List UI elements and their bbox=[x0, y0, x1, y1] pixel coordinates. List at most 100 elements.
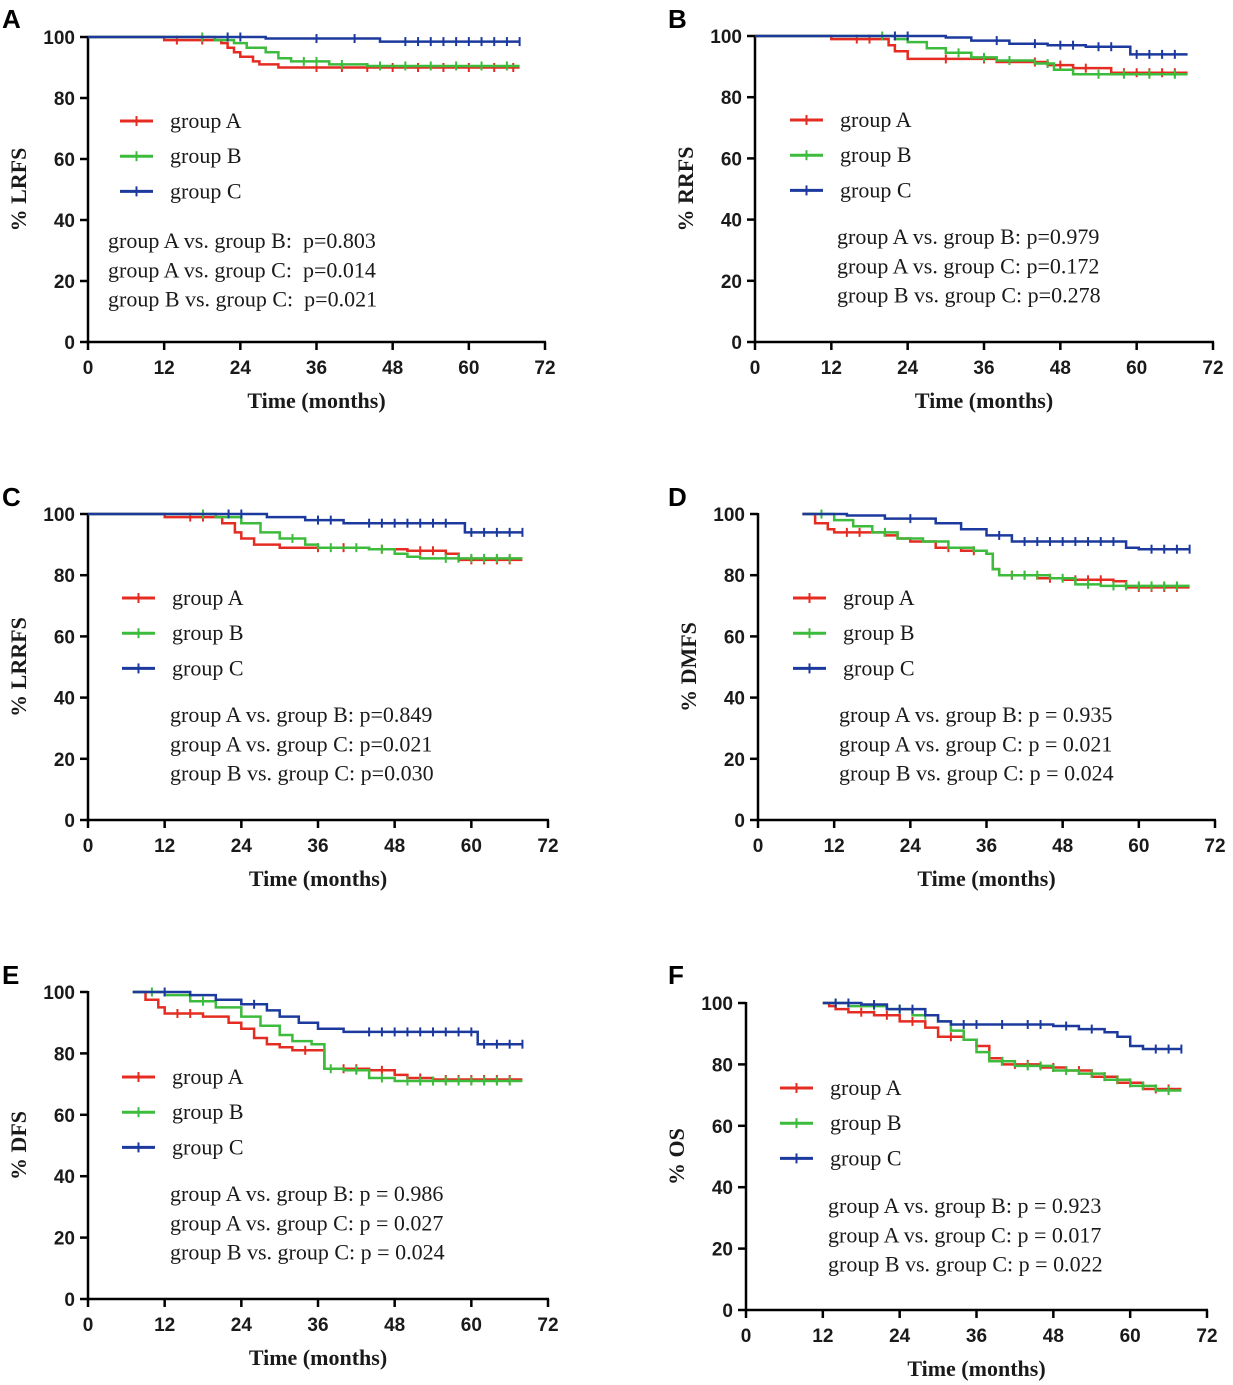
x-axis-title: Time (months) bbox=[907, 1356, 1045, 1381]
legend-item-group-a: group A bbox=[122, 585, 244, 610]
x-tick-label: 24 bbox=[889, 1326, 911, 1347]
y-tick-label: 80 bbox=[54, 89, 75, 110]
x-tick-label: 72 bbox=[534, 358, 555, 379]
legend-item-group-b: group B bbox=[780, 1110, 902, 1135]
x-tick-label: 60 bbox=[1120, 1326, 1141, 1347]
x-tick-label: 60 bbox=[461, 1315, 482, 1336]
legend-label: group A bbox=[843, 585, 915, 610]
p-value-text: group A vs. group B: p=0.849 bbox=[170, 702, 432, 727]
legend: group A group B group C bbox=[780, 1075, 902, 1170]
x-tick-label: 12 bbox=[154, 1315, 175, 1336]
legend: group A group B group C bbox=[122, 585, 244, 680]
x-tick-label: 12 bbox=[812, 1326, 833, 1347]
y-tick-label: 0 bbox=[734, 811, 745, 832]
x-tick-label: 48 bbox=[384, 836, 405, 857]
p-value-text: group B vs. group C: p = 0.024 bbox=[170, 1240, 445, 1265]
y-tick-label: 100 bbox=[701, 994, 733, 1015]
legend: group A group B group C bbox=[790, 107, 912, 202]
p-value-annotations: group A vs. group B: p = 0.986 group A vs… bbox=[170, 1181, 445, 1265]
km-curve-group-c bbox=[88, 35, 520, 43]
p-value-text: group B vs. group C: p=0.030 bbox=[170, 761, 434, 786]
p-value-text: group A vs. group B: p = 0.923 bbox=[828, 1193, 1101, 1218]
km-curve-group-b bbox=[88, 512, 523, 560]
km-curve-group-c bbox=[132, 990, 523, 1046]
km-curve-group-c bbox=[802, 512, 1190, 551]
legend-label: group B bbox=[170, 143, 242, 168]
y-tick-label: 40 bbox=[721, 211, 742, 232]
y-tick-label: 0 bbox=[64, 333, 75, 354]
x-axis-title: Time (months) bbox=[915, 388, 1053, 413]
y-tick-label: 80 bbox=[712, 1055, 733, 1076]
x-tick-label: 0 bbox=[741, 1326, 752, 1347]
y-tick-label: 20 bbox=[721, 272, 742, 293]
x-tick-label: 60 bbox=[1126, 358, 1147, 379]
p-value-text: group A vs. group C: p = 0.021 bbox=[839, 731, 1112, 756]
p-value-text: group A vs. group B: p = 0.986 bbox=[170, 1181, 443, 1206]
y-tick-label: 100 bbox=[710, 27, 742, 48]
panel-f: F 0 20 40 60 80 100 0 12 24 36 48 60 72 Time (months)%… bbox=[664, 960, 1218, 1381]
km-curve-group-a bbox=[88, 512, 523, 562]
y-tick-label: 60 bbox=[721, 149, 742, 170]
legend-label: group B bbox=[172, 1099, 244, 1124]
legend-label: group A bbox=[172, 1064, 244, 1089]
y-tick-label: 80 bbox=[54, 566, 75, 587]
x-tick-label: 24 bbox=[897, 358, 919, 379]
p-value-annotations: group A vs. group B: p = 0.935 group A vs… bbox=[839, 702, 1114, 786]
x-axis-title: Time (months) bbox=[249, 866, 387, 891]
km-curve-group-a bbox=[132, 990, 523, 1081]
x-tick-label: 0 bbox=[83, 1315, 94, 1336]
legend-label: group A bbox=[170, 108, 242, 133]
x-tick-label: 60 bbox=[458, 358, 479, 379]
p-value-text: group A vs. group B: p = 0.935 bbox=[839, 702, 1112, 727]
legend-item-group-c: group C bbox=[790, 177, 912, 202]
x-tick-label: 0 bbox=[83, 836, 94, 857]
panel-letter: E bbox=[2, 960, 19, 990]
p-value-text: group A vs. group C: p=0.021 bbox=[170, 731, 432, 756]
y-tick-label: 60 bbox=[712, 1117, 733, 1138]
km-curve-group-c bbox=[88, 512, 523, 534]
legend-label: group C bbox=[830, 1145, 902, 1170]
y-tick-label: 60 bbox=[54, 627, 75, 648]
x-tick-label: 72 bbox=[1202, 358, 1223, 379]
panel-letter: F bbox=[668, 960, 684, 990]
panel-e: E 0 20 40 60 80 100 0 12 24 36 48 60 72 Time (months)%… bbox=[2, 960, 559, 1370]
p-value-text: group A vs. group B: p=0.803 bbox=[108, 228, 376, 253]
x-tick-label: 0 bbox=[83, 358, 94, 379]
panel-letter: B bbox=[668, 4, 687, 34]
x-tick-label: 60 bbox=[1128, 836, 1149, 857]
y-tick-label: 40 bbox=[712, 1178, 733, 1199]
p-value-annotations: group A vs. group B: p = 0.923 group A vs… bbox=[828, 1193, 1103, 1277]
panel-b: B 0 20 40 60 80 100 0 12 24 36 48 60 72 Time (months)%… bbox=[668, 4, 1224, 413]
legend-item-group-b: group B bbox=[793, 620, 915, 645]
x-tick-label: 12 bbox=[821, 358, 842, 379]
legend-item-group-c: group C bbox=[122, 1134, 244, 1159]
series-group-b bbox=[88, 32, 520, 71]
x-tick-label: 0 bbox=[753, 836, 764, 857]
series-group-c bbox=[88, 509, 524, 537]
legend-label: group C bbox=[172, 1134, 244, 1159]
y-axis-title: % OS bbox=[664, 1128, 689, 1185]
x-tick-label: 24 bbox=[231, 836, 253, 857]
x-tick-label: 36 bbox=[976, 836, 997, 857]
p-value-text: group A vs. group C: p = 0.017 bbox=[828, 1222, 1101, 1247]
legend: group A group B group C bbox=[122, 1064, 244, 1159]
y-tick-label: 60 bbox=[724, 627, 745, 648]
p-value-annotations: group A vs. group B: p=0.979 group A vs. … bbox=[837, 224, 1101, 308]
panel-a: A 0 20 40 60 80 100 0 12 24 36 48 60 72 Time (months)%… bbox=[2, 4, 556, 413]
x-tick-label: 36 bbox=[307, 1315, 328, 1336]
p-value-text: group B vs. group C: p = 0.024 bbox=[839, 761, 1114, 786]
x-tick-label: 48 bbox=[1052, 836, 1073, 857]
legend-label: group C bbox=[840, 177, 912, 202]
x-tick-label: 0 bbox=[750, 358, 761, 379]
legend-item-group-b: group B bbox=[120, 143, 242, 168]
y-axis-title: % LRRFS bbox=[6, 617, 31, 717]
y-tick-label: 0 bbox=[731, 333, 742, 354]
series-group-c bbox=[822, 998, 1183, 1054]
y-tick-label: 80 bbox=[54, 1044, 75, 1065]
y-tick-label: 20 bbox=[724, 750, 745, 771]
p-value-text: group A vs. group C: p=0.014 bbox=[108, 257, 376, 282]
legend-label: group C bbox=[843, 655, 915, 680]
p-value-annotations: group A vs. group B: p=0.803 group A vs. … bbox=[108, 228, 377, 312]
y-tick-label: 80 bbox=[721, 88, 742, 109]
